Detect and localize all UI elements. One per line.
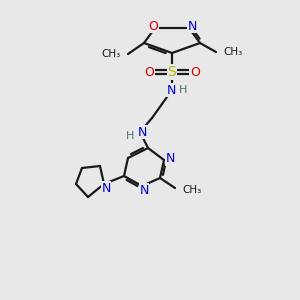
Text: N: N bbox=[165, 152, 175, 166]
Text: N: N bbox=[101, 182, 111, 194]
Text: O: O bbox=[144, 65, 154, 79]
Text: CH₃: CH₃ bbox=[182, 185, 201, 195]
Text: N: N bbox=[139, 184, 149, 196]
Text: S: S bbox=[168, 65, 176, 79]
Text: H: H bbox=[179, 85, 187, 95]
Text: O: O bbox=[148, 20, 158, 32]
Text: CH₃: CH₃ bbox=[223, 47, 242, 57]
Text: H: H bbox=[126, 131, 134, 141]
Text: N: N bbox=[187, 20, 197, 32]
Text: CH₃: CH₃ bbox=[102, 49, 121, 59]
Text: O: O bbox=[190, 65, 200, 79]
Text: N: N bbox=[166, 83, 176, 97]
Text: N: N bbox=[137, 125, 147, 139]
